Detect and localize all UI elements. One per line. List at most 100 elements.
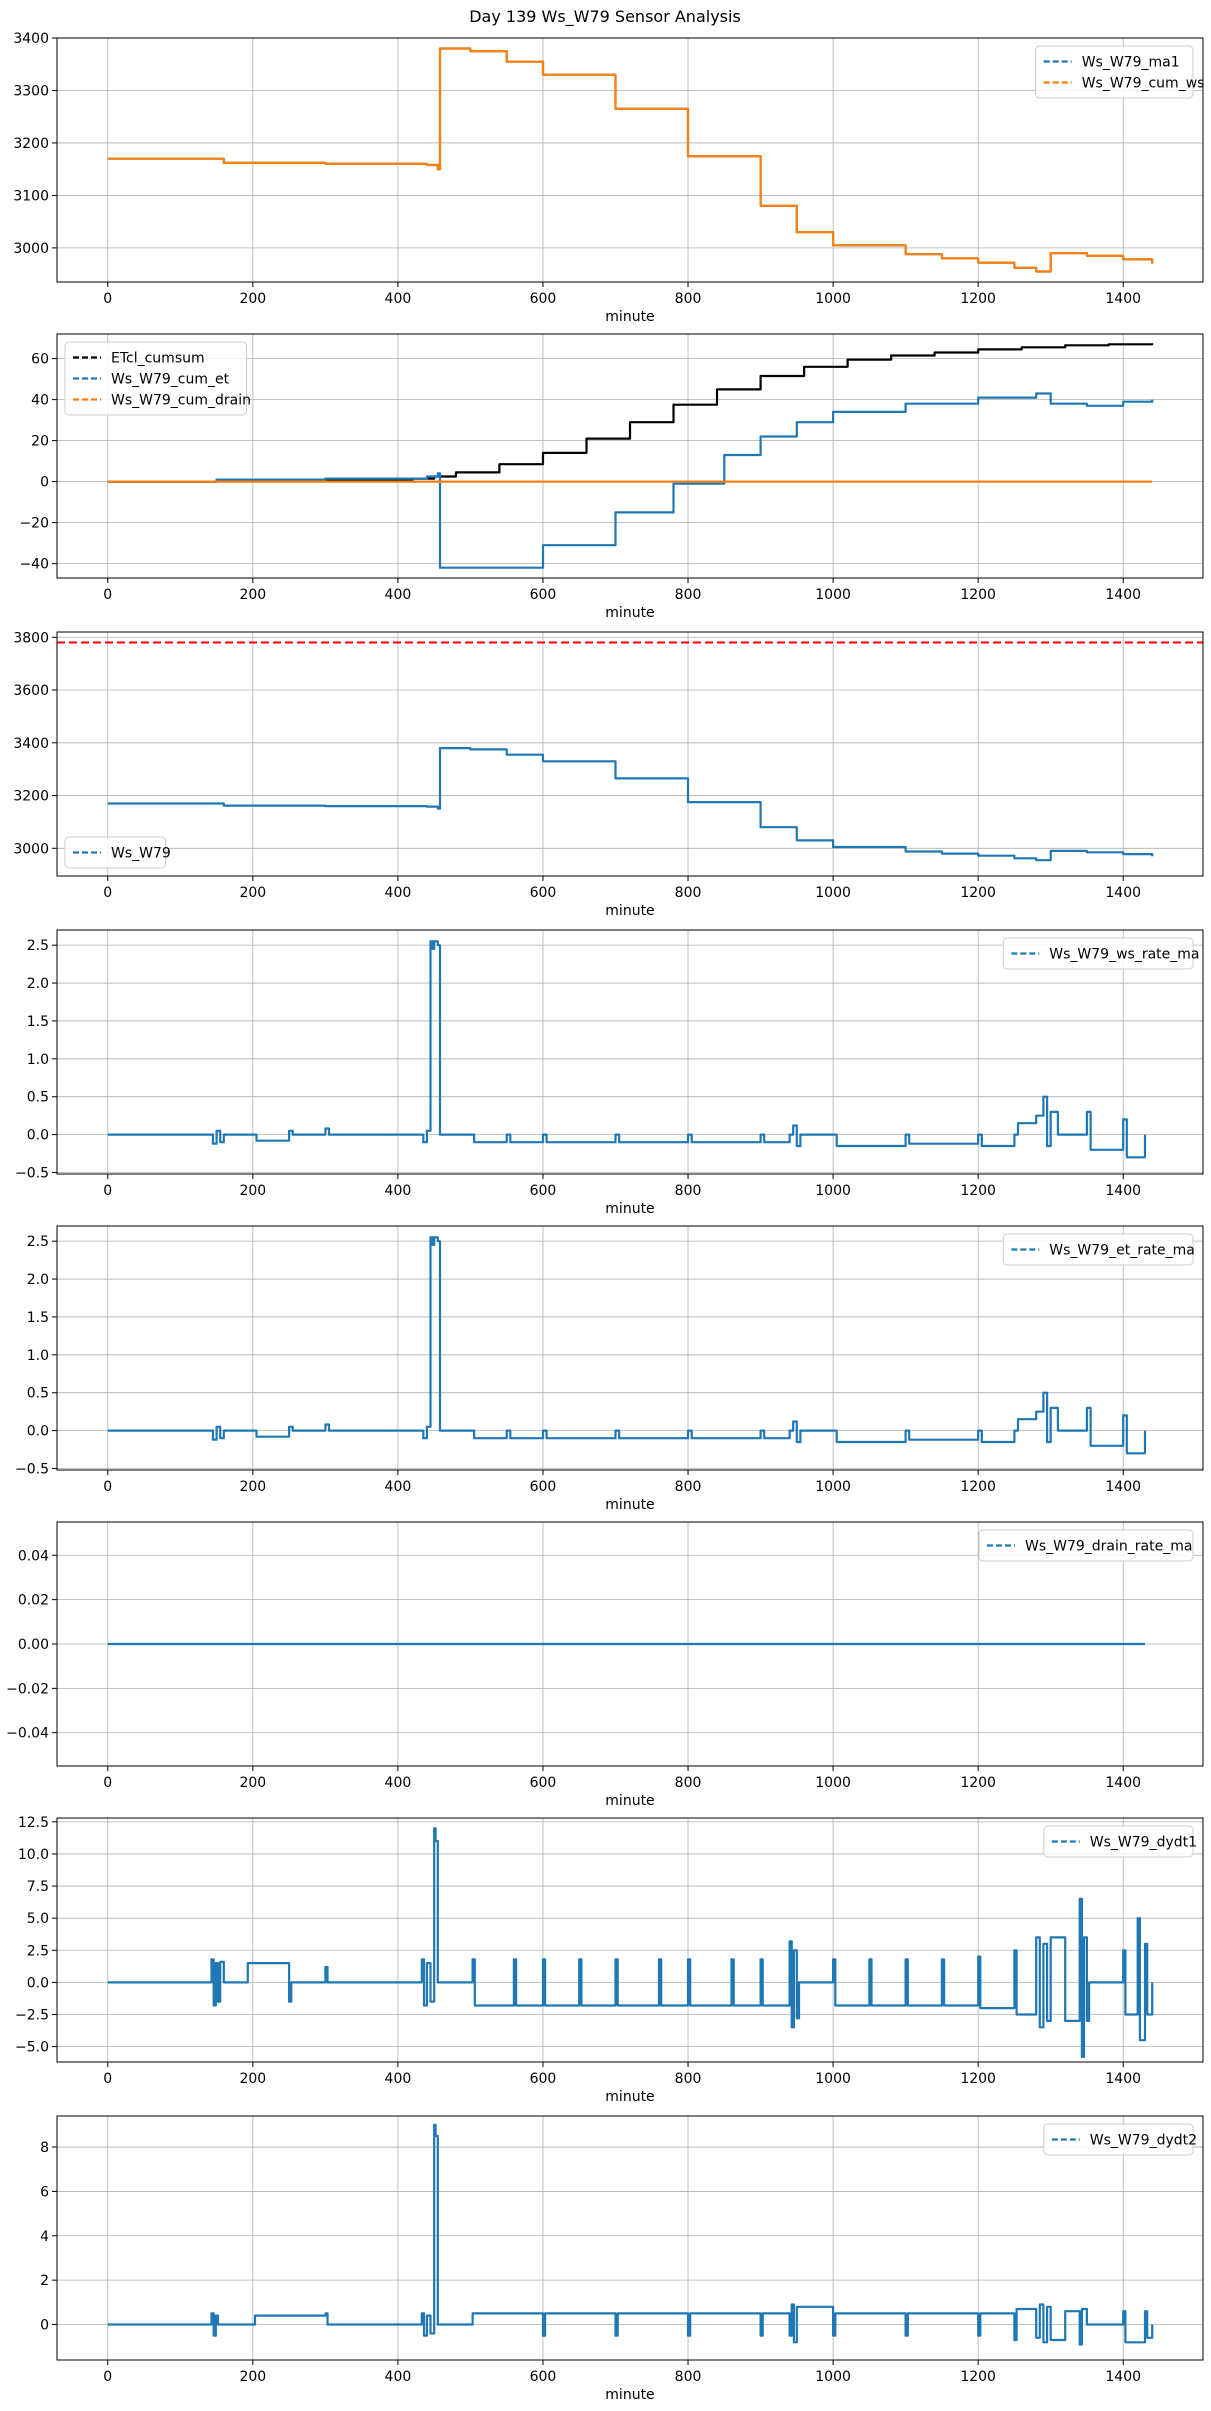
- x-axis-label: minute: [605, 309, 654, 325]
- x-tick-label: 1400: [1105, 885, 1141, 901]
- x-tick-label: 200: [239, 885, 266, 901]
- y-tick-label: 0.00: [18, 1637, 49, 1653]
- x-tick-label: 200: [239, 1183, 266, 1199]
- y-tick-label: 10.0: [18, 1847, 49, 1863]
- x-tick-label: 0: [103, 291, 112, 307]
- y-tick-label: 2: [40, 2273, 49, 2289]
- x-tick-label: 600: [530, 1183, 557, 1199]
- series-group: [107, 343, 1154, 569]
- x-tick-label: 400: [385, 1479, 412, 1495]
- y-tick-label: 2.0: [27, 1272, 49, 1288]
- x-tick-label: 0: [103, 2071, 112, 2087]
- x-tick-label: 1200: [960, 885, 996, 901]
- chart-panel-7: 0 200 400 600 800 1000 1200 1400 −5.0 −2.5 0.0 2.5 5…: [15, 1815, 1204, 2105]
- x-tick-label: 1200: [960, 291, 996, 307]
- x-axis-label: minute: [605, 2387, 654, 2403]
- series-line-ws-w79-et-rate-ma: [107, 1236, 1147, 1455]
- chart-panel-8: 0 200 400 600 800 1000 1200 1400 0 2 4 6 8 minute Ws_W…: [40, 2115, 1204, 2403]
- chart-panel-6: 0 200 400 600 800 1000 1200 1400 −0.04 −0.02 0.00 0…: [6, 1521, 1204, 1809]
- legend-label: Ws_W79_dydt2: [1090, 2133, 1197, 2149]
- x-tick-label: 1400: [1105, 2369, 1141, 2385]
- legend-label: ETcl_cumsum: [111, 351, 205, 367]
- axes-frame: [56, 2115, 1204, 2361]
- y-tick-label: 3000: [13, 841, 49, 857]
- legend-box: [1002, 1233, 1194, 1266]
- axes-frame: [56, 333, 1204, 579]
- y-tick-label: 2.5: [27, 938, 49, 954]
- x-tick-label: 1400: [1105, 2071, 1141, 2087]
- x-tick-label: 1000: [815, 2369, 851, 2385]
- legend-box: [1002, 937, 1194, 970]
- x-tick-label: 600: [530, 291, 557, 307]
- axes-frame: [56, 1817, 1204, 2063]
- legend-label: Ws_W79_ma1: [1082, 55, 1180, 71]
- x-tick-label: 400: [385, 2071, 412, 2087]
- x-tick-label: 800: [675, 1183, 702, 1199]
- x-tick-label: 1000: [815, 1183, 851, 1199]
- y-tick-label: 3400: [13, 31, 49, 47]
- x-tick-label: 400: [385, 291, 412, 307]
- y-tick-label: 0: [40, 475, 49, 491]
- y-tick-label: 0.0: [27, 1975, 49, 1991]
- x-tick-label: 1000: [815, 885, 851, 901]
- x-tick-label: 0: [103, 587, 112, 603]
- legend-label: Ws_W79_drain_rate_ma: [1025, 1539, 1192, 1555]
- x-tick-label: 1400: [1105, 1479, 1141, 1495]
- x-tick-label: 0: [103, 1183, 112, 1199]
- y-tick-label: −40: [19, 557, 49, 573]
- x-tick-label: 0: [103, 1479, 112, 1495]
- figure-title: Day 139 Ws_W79 Sensor Analysis: [469, 7, 741, 27]
- y-tick-label: 7.5: [27, 1879, 49, 1895]
- x-tick-label: 400: [385, 587, 412, 603]
- y-tick-label: 12.5: [18, 1815, 49, 1831]
- chart-panel-5: 0 200 400 600 800 1000 1200 1400 −0.5 0.0 0.5 1.0 1.…: [15, 1225, 1204, 1513]
- series-line-ws-w79-cum-ws: [107, 47, 1154, 273]
- legend-label: Ws_W79_dydt1: [1090, 1835, 1197, 1851]
- x-tick-label: 600: [530, 587, 557, 603]
- x-tick-label: 0: [103, 2369, 112, 2385]
- x-tick-label: 1000: [815, 1775, 851, 1791]
- x-tick-label: 200: [239, 2071, 266, 2087]
- x-tick-label: 800: [675, 885, 702, 901]
- x-tick-label: 800: [675, 291, 702, 307]
- y-tick-label: 60: [31, 352, 49, 368]
- axes-frame: [56, 929, 1204, 1175]
- chart-panel-4: 0 200 400 600 800 1000 1200 1400 −0.5 0.0 0.5 1.0 1.…: [15, 929, 1204, 1217]
- legend: Ws_W79_drain_rate_ma: [978, 1529, 1194, 1562]
- legend-box: [1043, 2123, 1194, 2156]
- x-tick-label: 800: [675, 1775, 702, 1791]
- y-tick-label: 1.0: [27, 1348, 49, 1364]
- y-tick-label: 1.5: [27, 1014, 49, 1030]
- y-tick-label: 4: [40, 2229, 49, 2245]
- x-tick-label: 1000: [815, 291, 851, 307]
- x-tick-label: 600: [530, 1775, 557, 1791]
- legend-label: Ws_W79_cum_ws: [1082, 76, 1205, 92]
- legend-label: Ws_W79_cum_et: [111, 372, 230, 388]
- legend-box: [64, 836, 167, 869]
- series-group: [107, 940, 1147, 1159]
- series-group: [107, 1236, 1147, 1455]
- legend: Ws_W79_dydt2: [1043, 2123, 1197, 2156]
- y-tick-label: 0.0: [27, 1128, 49, 1144]
- legend-box: [64, 341, 248, 416]
- x-tick-label: 800: [675, 2369, 702, 2385]
- y-tick-label: 5.0: [27, 1911, 49, 1927]
- series-line-etcl-cumsum: [107, 343, 1154, 483]
- legend: Ws_W79_ma1 Ws_W79_cum_ws: [1035, 45, 1205, 99]
- series-group: [107, 47, 1154, 273]
- x-tick-label: 200: [239, 1479, 266, 1495]
- x-tick-label: 1200: [960, 1183, 996, 1199]
- y-tick-label: 2.5: [27, 1943, 49, 1959]
- x-axis-label: minute: [605, 903, 654, 919]
- series-line-ws-w79-ws-rate-ma: [107, 940, 1147, 1159]
- x-tick-label: 200: [239, 2369, 266, 2385]
- series-line-ws-w79-cum-et: [107, 392, 1154, 569]
- x-tick-label: 200: [239, 291, 266, 307]
- y-tick-label: 0.0: [27, 1424, 49, 1440]
- legend: Ws_W79_dydt1: [1043, 1825, 1197, 1858]
- x-tick-label: 800: [675, 587, 702, 603]
- panels: 0 200 400 600 800 1000 1200 1400300031003200330…: [6, 31, 1204, 2403]
- x-tick-label: 0: [103, 1775, 112, 1791]
- y-tick-label: 3800: [13, 630, 49, 646]
- y-tick-label: −5.0: [15, 2040, 49, 2056]
